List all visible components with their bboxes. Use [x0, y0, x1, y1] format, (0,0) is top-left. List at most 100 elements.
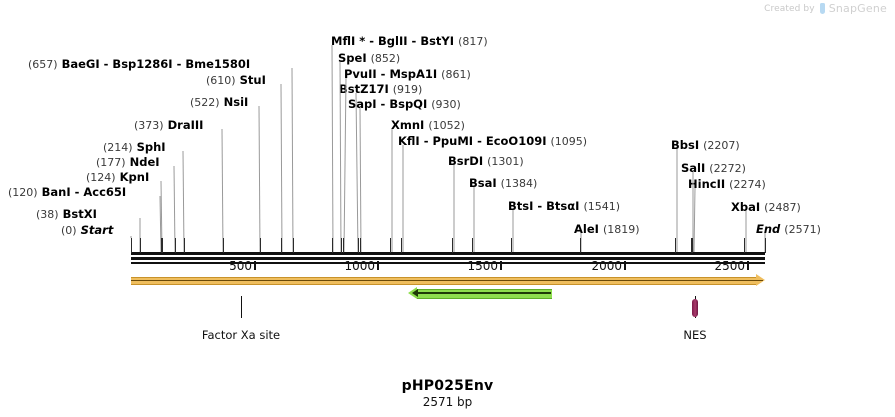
site-pos: (657): [28, 58, 58, 71]
plasmid-length: 2571 bp: [422, 395, 473, 409]
site-label-kpni[interactable]: (124) KpnI: [86, 171, 149, 184]
site-name: DraIII: [167, 118, 204, 132]
leader-stui: [280, 83, 283, 253]
leader-pvuii: [343, 77, 347, 253]
site-tick-bsrdi[interactable]: [452, 238, 453, 253]
site-name: XbaI: [731, 200, 761, 214]
leader-baegi: [291, 67, 294, 253]
site-tick-ndei[interactable]: [175, 238, 176, 253]
leader-sphi: [182, 150, 185, 253]
site-label-bsai[interactable]: BsaI (1384): [469, 177, 537, 190]
site-pos: (1052): [428, 119, 465, 132]
site-label-start[interactable]: (0) Start: [61, 224, 113, 237]
site-name: StuI: [239, 73, 266, 87]
site-name: SalI: [681, 161, 706, 175]
ruler-tick-1500: [500, 261, 502, 270]
site-label-bstz17i[interactable]: BstZ17I (919): [339, 83, 422, 96]
nes-feature-box[interactable]: [692, 299, 698, 317]
site-tick-pvuii[interactable]: [343, 238, 344, 253]
site-tick-kfli[interactable]: [401, 238, 402, 253]
site-name: AleI: [574, 222, 599, 236]
leader-hincii: [693, 187, 696, 253]
site-tick-btsi[interactable]: [511, 238, 512, 253]
site-tick-sphi[interactable]: [184, 238, 185, 253]
site-tick-start[interactable]: [131, 238, 132, 253]
site-pos: (38): [36, 208, 59, 221]
site-pos: (2274): [729, 178, 766, 191]
site-tick-spei[interactable]: [341, 238, 342, 253]
leader-nsii: [258, 105, 261, 253]
site-tick-bstz17i[interactable]: [358, 238, 359, 253]
site-tick-bani[interactable]: [161, 238, 162, 253]
site-tick-end[interactable]: [765, 238, 766, 253]
site-name: BbsI: [671, 138, 700, 152]
site-label-bbsi[interactable]: BbsI (2207): [671, 139, 740, 152]
site-tick-hincii[interactable]: [692, 238, 693, 253]
site-label-sapi[interactable]: SapI - BspQI (930): [348, 98, 461, 111]
site-pos: (1384): [500, 177, 538, 190]
site-label-bstxi[interactable]: (38) BstXI: [36, 208, 97, 221]
credit-brand: SnapGene: [828, 2, 887, 15]
site-tick-alei[interactable]: [580, 238, 581, 253]
site-tick-sapi[interactable]: [360, 238, 361, 253]
site-tick-stui[interactable]: [281, 238, 282, 253]
site-label-mfli[interactable]: MflI * - BglII - BstYI (817): [331, 35, 488, 48]
site-tick-xmni[interactable]: [390, 238, 391, 253]
site-pos: (373): [134, 119, 164, 132]
site-pos: (852): [370, 52, 401, 65]
site-pos: (522): [190, 96, 220, 109]
feature-orf-orange[interactable]: [131, 277, 757, 285]
ruler-baseline: [131, 262, 765, 264]
feature-orf-green[interactable]: [417, 289, 552, 299]
nes-label[interactable]: NES: [683, 328, 707, 342]
site-label-alei[interactable]: AleI (1819): [574, 223, 640, 236]
backbone-bottom-strand: [131, 257, 765, 260]
site-label-bsrdi[interactable]: BsrDI (1301): [448, 155, 524, 168]
site-name: End: [756, 222, 781, 236]
site-label-end[interactable]: End (2571): [756, 223, 821, 236]
ruler-tick-1000: [377, 261, 379, 270]
site-tick-bstxi[interactable]: [140, 238, 141, 253]
site-label-draiii[interactable]: (373) DraIII: [134, 119, 203, 132]
site-tick-mfli[interactable]: [332, 238, 333, 253]
site-label-kfli[interactable]: KflI - PpuMI - EcoO109I (1095): [398, 135, 587, 148]
site-tick-nsii[interactable]: [260, 238, 261, 253]
site-label-btsi[interactable]: BtsI - BtsαI (1541): [508, 200, 620, 213]
ruler-label-2000: 2000: [591, 259, 622, 273]
site-label-hincii[interactable]: HincII (2274): [688, 178, 766, 191]
site-label-baegi[interactable]: (657) BaeGI - Bsp1286I - Bme1580I: [28, 58, 250, 71]
site-name: BstXI: [62, 207, 97, 221]
site-label-nsii[interactable]: (522) NsiI: [190, 96, 248, 109]
site-label-spei[interactable]: SpeI (852): [338, 52, 400, 65]
site-label-stui[interactable]: (610) StuI: [206, 74, 266, 87]
factor-xa-label[interactable]: Factor Xa site: [201, 328, 281, 342]
site-tick-sali[interactable]: [691, 238, 692, 253]
leader-sapi: [359, 107, 362, 253]
ruler-label-2500: 2500: [714, 259, 745, 273]
backbone-gap: [131, 255, 765, 257]
factor-xa-stem: [241, 296, 242, 318]
site-name: BtsI - BtsαI: [508, 199, 580, 213]
site-tick-draiii[interactable]: [223, 238, 224, 253]
site-label-ndei[interactable]: (177) NdeI: [96, 156, 160, 169]
site-pos: (919): [392, 83, 423, 96]
site-pos: (2207): [703, 139, 740, 152]
site-label-xbai[interactable]: XbaI (2487): [731, 201, 801, 214]
site-label-pvuii[interactable]: PvuII - MspA1I (861): [344, 68, 471, 81]
leader-mfli: [331, 44, 334, 253]
site-label-sphi[interactable]: (214) SphI: [103, 141, 166, 154]
site-pos: (1301): [487, 155, 524, 168]
site-tick-xbai[interactable]: [744, 238, 745, 253]
site-tick-baegi[interactable]: [293, 238, 294, 253]
site-pos: (1095): [550, 135, 588, 148]
site-pos: (1541): [583, 200, 621, 213]
site-tick-bbsi[interactable]: [675, 238, 676, 253]
site-label-sali[interactable]: SalI (2272): [681, 162, 746, 175]
ruler-tick-2500: [747, 261, 749, 270]
site-label-bani[interactable]: (120) BanI - Acc65I: [8, 186, 126, 199]
site-tick-kpni[interactable]: [162, 238, 163, 253]
site-name: KpnI: [119, 170, 150, 184]
site-tick-bsai[interactable]: [472, 238, 473, 253]
site-label-xmni[interactable]: XmnI (1052): [391, 119, 465, 132]
